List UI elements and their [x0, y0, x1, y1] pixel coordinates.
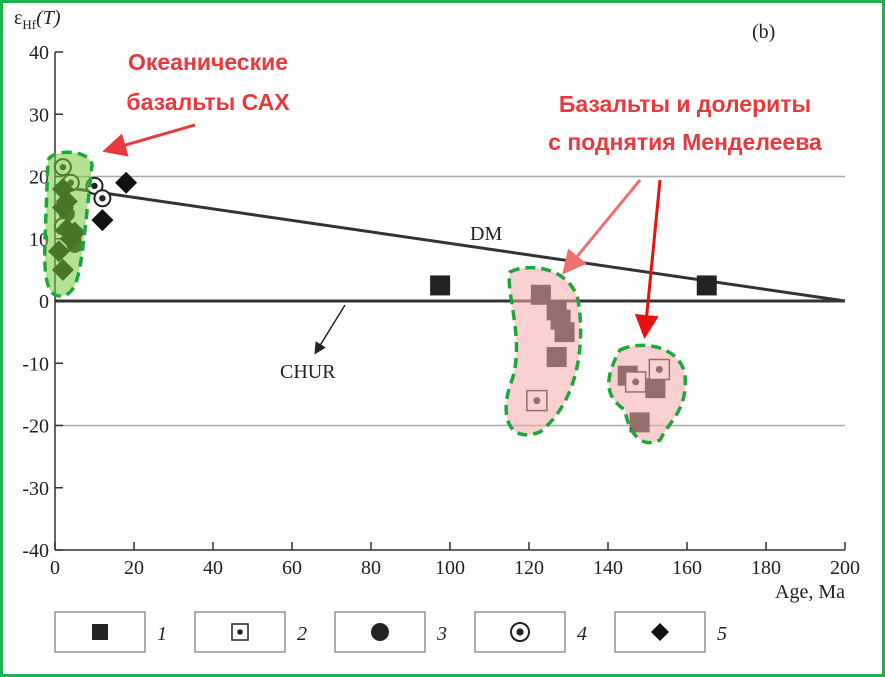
x-label: Age, Ma [775, 581, 845, 603]
chur-pointer [314, 304, 346, 355]
annotation: с поднятия Менделеева [548, 129, 822, 155]
y-label: εHf(T) [14, 7, 61, 32]
marker [430, 275, 451, 296]
x-tick-label: 200 [830, 557, 860, 579]
legend-label: 4 [577, 623, 587, 645]
x-tick-label: 20 [124, 557, 144, 579]
marker [115, 171, 138, 194]
marker-dot [237, 629, 243, 635]
arrow [562, 179, 642, 275]
x-tick-label: 100 [435, 557, 465, 579]
y-tick-label: -40 [22, 540, 49, 562]
marker [91, 209, 114, 232]
arrow [634, 179, 662, 339]
y-tick-label: 0 [39, 291, 49, 313]
region-mar [43, 150, 94, 298]
x-tick-label: 120 [514, 557, 544, 579]
legend-label: 3 [436, 623, 447, 645]
x-tick-label: 180 [751, 557, 781, 579]
y-tick-label: -20 [22, 416, 49, 438]
y-tick-label: 40 [29, 42, 49, 64]
marker [92, 624, 108, 640]
legend-label: 1 [157, 623, 167, 645]
marker-dot [91, 182, 98, 190]
annotation: Океанические [128, 49, 288, 75]
legend-label: 5 [717, 623, 727, 645]
y-tick-label: -30 [22, 478, 49, 500]
y-tick-label: 30 [29, 104, 49, 126]
marker [696, 275, 717, 296]
x-tick-label: 140 [593, 557, 623, 579]
region-mendeleev-2 [607, 343, 688, 445]
y-tick-label: 20 [29, 167, 49, 189]
arrow [102, 123, 196, 157]
y-tick-label: -10 [22, 353, 49, 375]
regions [43, 150, 688, 445]
legend-label: 2 [297, 623, 307, 645]
annotation: базальты САХ [126, 89, 290, 115]
x-tick-label: 80 [361, 557, 381, 579]
region-mendeleev-1 [504, 265, 583, 437]
legend-box [194, 611, 286, 653]
x-tick-label: 160 [672, 557, 702, 579]
marker-dot [516, 628, 524, 636]
x-tick-label: 0 [50, 557, 60, 579]
reference-label: DM [470, 223, 502, 245]
annotation: Базальты и долериты [559, 91, 811, 117]
legend: 1 2 3 4 5 [54, 611, 727, 653]
marker [231, 623, 249, 641]
reference-label: CHUR [280, 361, 336, 383]
marker-dot [99, 195, 106, 202]
marker [93, 189, 112, 208]
x-tick-label: 60 [282, 557, 302, 579]
marker [371, 623, 389, 641]
x-tick-label: 40 [203, 557, 223, 579]
marker [510, 622, 530, 642]
panel-label: (b) [752, 21, 775, 43]
marker [651, 623, 669, 641]
